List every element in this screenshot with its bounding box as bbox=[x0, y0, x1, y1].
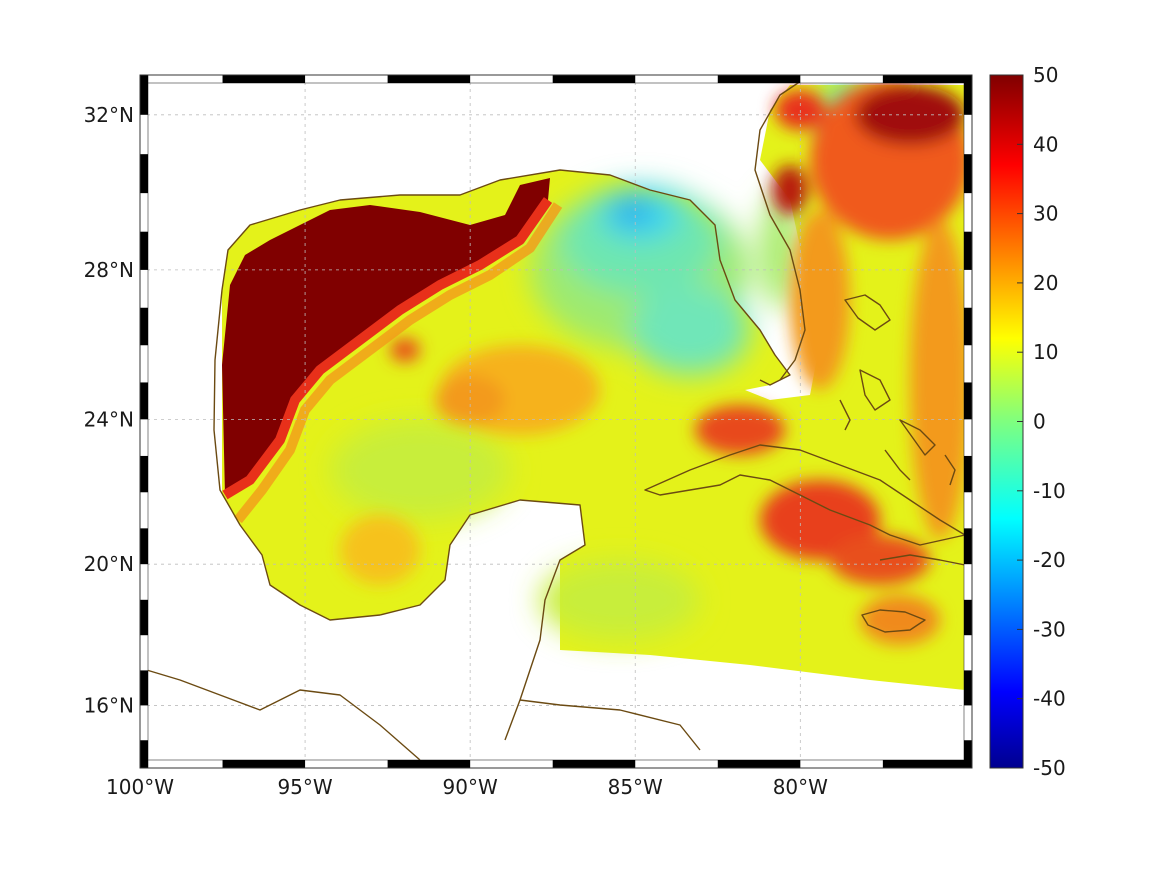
colorbar-tick-label: 30 bbox=[1033, 202, 1058, 226]
coastline-central-america bbox=[139, 667, 701, 761]
longitude-tick-label: 85°W bbox=[608, 775, 663, 799]
colorbar-tick-label: 40 bbox=[1033, 132, 1058, 156]
frame-segment bbox=[552, 75, 636, 83]
frame-segment bbox=[140, 455, 148, 493]
frame-segment bbox=[964, 307, 972, 346]
field-orange-edge-west bbox=[234, 202, 563, 524]
map-gridlines bbox=[140, 75, 972, 768]
latitude-tick-label: 32°N bbox=[84, 103, 134, 127]
colorbar-tick-label: -30 bbox=[1033, 617, 1066, 641]
colorbar-tick-label: -50 bbox=[1033, 756, 1066, 780]
frame-segment bbox=[140, 382, 148, 420]
frame-segment bbox=[964, 231, 972, 270]
coastline-hispaniola bbox=[879, 554, 966, 566]
frame-segment bbox=[964, 528, 972, 565]
latitude-tick-label: 20°N bbox=[84, 552, 134, 576]
coastline-jamaica bbox=[861, 609, 926, 633]
frame-segment bbox=[140, 154, 148, 194]
longitude-tick-label: 80°W bbox=[773, 775, 828, 799]
frame-segment bbox=[964, 75, 972, 115]
latitude-tick-label: 28°N bbox=[84, 258, 134, 282]
field-saturated-west bbox=[222, 178, 550, 495]
coastlines bbox=[139, 74, 966, 761]
latitude-tick-label: 16°N bbox=[84, 693, 134, 717]
longitude-tick-label: 95°W bbox=[277, 775, 332, 799]
frame-segment bbox=[552, 760, 636, 768]
colorbar: 50 40 30 20 10 0 -10 -20 -30 -40 -50 bbox=[989, 63, 1066, 780]
colorbar-tick-label: 0 bbox=[1033, 410, 1046, 434]
frame-segment bbox=[964, 740, 972, 768]
frame-segment bbox=[717, 75, 801, 83]
data-field bbox=[222, 80, 970, 690]
colorbar-tick-label: 50 bbox=[1033, 63, 1058, 87]
colorbar-ticks: 50 40 30 20 10 0 -10 -20 -30 -40 -50 bbox=[1017, 63, 1066, 780]
frame-segment bbox=[140, 528, 148, 565]
frame-segment bbox=[964, 455, 972, 493]
frame-segment bbox=[222, 75, 306, 83]
coastline-florida-east bbox=[754, 74, 811, 381]
colorbar-tick-label: -40 bbox=[1033, 687, 1066, 711]
frame-segment bbox=[140, 231, 148, 270]
frame-segment bbox=[140, 307, 148, 346]
frame-segment bbox=[717, 760, 801, 768]
longitude-tick-label: 100°W bbox=[106, 775, 174, 799]
longitude-tick-label: 90°W bbox=[443, 775, 498, 799]
colorbar-tick-label: 10 bbox=[1033, 340, 1058, 364]
map-frame-outline bbox=[139, 74, 973, 769]
map-panel: 100°W 95°W 90°W 85°W 80°W 32°N 28°N 24°N 20°N 16… bbox=[84, 74, 973, 799]
longitude-tick-labels: 100°W 95°W 90°W 85°W 80°W bbox=[106, 775, 828, 799]
coastline-gulf bbox=[221, 169, 791, 386]
field-warm-region bbox=[340, 80, 970, 645]
field-red-edge-west bbox=[222, 197, 553, 500]
frame-segment bbox=[964, 382, 972, 420]
latitude-tick-label: 24°N bbox=[84, 407, 134, 431]
coastline-cuba bbox=[644, 444, 966, 546]
frame-segment bbox=[964, 599, 972, 636]
frame-segment bbox=[140, 599, 148, 636]
latitude-tick-labels: 32°N 28°N 24°N 20°N 16°N bbox=[84, 103, 134, 718]
coastline-bahamas bbox=[839, 294, 956, 486]
map-frame bbox=[139, 74, 973, 769]
frame-segment bbox=[882, 75, 966, 83]
frame-segment bbox=[882, 760, 966, 768]
frame-segment bbox=[222, 760, 306, 768]
coastline-mexico-west bbox=[213, 289, 586, 741]
frame-segment bbox=[964, 670, 972, 706]
frame-segment bbox=[387, 760, 471, 768]
colorbar-tick-label: -20 bbox=[1033, 548, 1066, 572]
colorbar-tick-label: -10 bbox=[1033, 479, 1066, 503]
frame-segment bbox=[964, 154, 972, 194]
colorbar-tick-label: 20 bbox=[1033, 271, 1058, 295]
frame-segment bbox=[140, 75, 148, 115]
frame-segment bbox=[140, 670, 148, 706]
frame-segment bbox=[140, 740, 148, 768]
frame-segment bbox=[387, 75, 471, 83]
